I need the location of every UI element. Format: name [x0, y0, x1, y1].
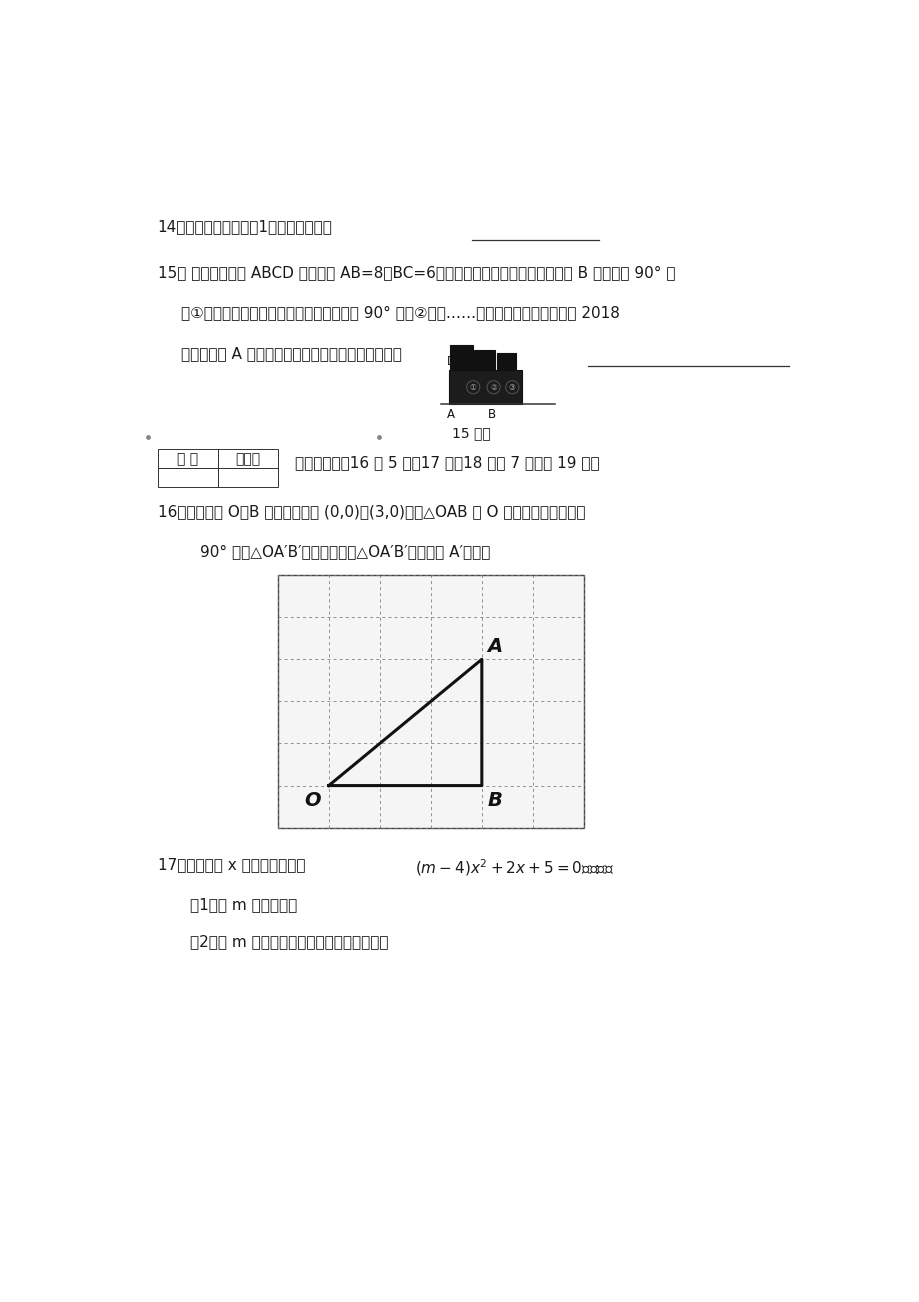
- Text: 图①位置，再绕右下角的顶点继续向右旋转 90° 至图②位置……以此类推，这样连续旋转 2018: 图①位置，再绕右下角的顶点继续向右旋转 90° 至图②位置……以此类推，这样连续…: [181, 306, 619, 320]
- Text: A: A: [447, 408, 455, 421]
- Text: B: B: [487, 792, 502, 810]
- Text: 评卷人: 评卷人: [235, 452, 260, 466]
- Bar: [278, 575, 584, 828]
- Text: ②: ②: [490, 383, 496, 392]
- Text: 90° 得到△OA′B′。在图中画出△OA′B′并求出点 A′的坐标: 90° 得到△OA′B′。在图中画出△OA′B′并求出点 A′的坐标: [200, 544, 490, 560]
- Bar: [448, 370, 521, 404]
- Text: ③: ③: [508, 383, 516, 392]
- Text: D: D: [447, 355, 456, 368]
- Text: 得 分: 得 分: [176, 452, 198, 466]
- Text: 15、 如图，在矩形 ABCD 中，已知 AB=8，BC=6，矩形在直线上绕其右下角的顶点 B 向右旋转 90° 至: 15、 如图，在矩形 ABCD 中，已知 AB=8，BC=6，矩形在直线上绕其右…: [157, 266, 675, 280]
- Bar: [218, 449, 278, 469]
- Text: 次后，顶点 A 在整个旋转过程中所经过的路线之和是: 次后，顶点 A 在整个旋转过程中所经过的路线之和是: [181, 345, 402, 361]
- Text: O: O: [304, 792, 321, 810]
- Text: 17、已知关于 x 的一元二次方程: 17、已知关于 x 的一元二次方程: [157, 857, 305, 872]
- Bar: [449, 345, 472, 370]
- Text: 14、正六边形的边长为1，则它的面积是: 14、正六边形的边长为1，则它的面积是: [157, 219, 332, 234]
- Text: 三、解答题（16 题 5 分、17 题、18 题各 7 分，共 19 分）: 三、解答题（16 题 5 分、17 题、18 题各 7 分，共 19 分）: [294, 454, 599, 470]
- Text: B: B: [487, 408, 495, 421]
- Bar: [157, 449, 218, 469]
- Text: 16、如图，点 O、B 的坐标分别为 (0,0)、(3,0)，将△OAB 绕 O 点按逆时针方向旋转: 16、如图，点 O、B 的坐标分别为 (0,0)、(3,0)，将△OAB 绕 O…: [157, 504, 584, 519]
- Text: C: C: [469, 355, 477, 368]
- Text: ①: ①: [470, 383, 476, 392]
- Bar: [496, 353, 516, 370]
- Text: $(m-4)x^2+2x+5=0$有实数根: $(m-4)x^2+2x+5=0$有实数根: [414, 857, 614, 878]
- Text: A: A: [487, 637, 502, 656]
- Bar: [474, 349, 494, 370]
- Text: （2）当 m 取最大整数值时，求出该方程的根: （2）当 m 取最大整数值时，求出该方程的根: [190, 934, 388, 949]
- Text: （1）求 m 的取值范围: （1）求 m 的取值范围: [190, 897, 297, 911]
- Bar: [218, 469, 278, 487]
- Text: 15 题图: 15 题图: [451, 426, 491, 440]
- Bar: [157, 469, 218, 487]
